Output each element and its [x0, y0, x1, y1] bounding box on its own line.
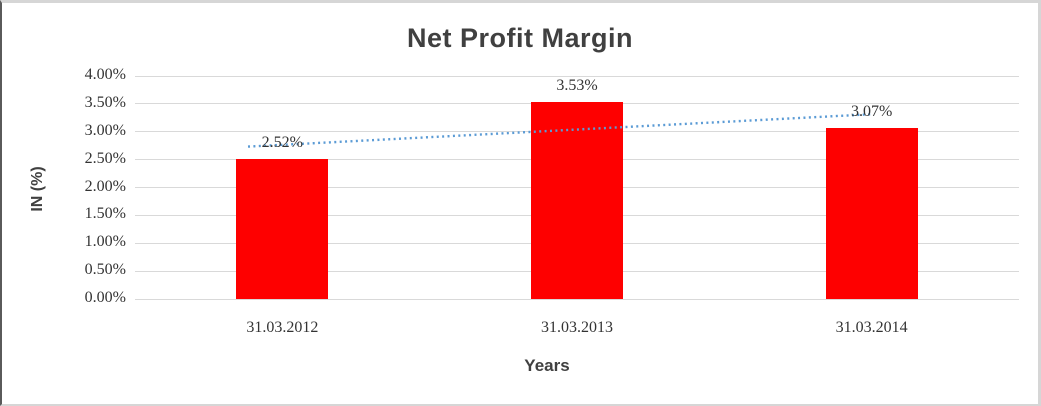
y-axis-tick-label: 3.50% — [84, 93, 126, 111]
data-label: 3.53% — [556, 77, 598, 95]
plot-area: 0.00% 0.50% 1.00% 1.50% 2.00% 2.50% 3.00% 3.50%… — [2, 3, 1038, 404]
x-axis-category-label: 31.03.2013 — [541, 319, 613, 336]
y-axis-tick-label: 1.50% — [84, 205, 126, 223]
chart-title: Net Profit Margin — [406, 23, 633, 53]
y-axis-tick-label: 0.00% — [84, 289, 126, 306]
gridline — [135, 75, 1019, 77]
gridline — [135, 298, 1019, 300]
y-axis-tick-label: 3.00% — [84, 121, 126, 139]
x-axis-category-label: 31.03.2012 — [246, 319, 319, 336]
y-axis-tick-label: 0.50% — [84, 261, 126, 279]
x-axis-title: Years — [524, 356, 570, 375]
data-label: 2.52% — [261, 133, 303, 151]
y-axis-tick-label: 4.00% — [84, 66, 126, 83]
data-label: 3.07% — [850, 102, 893, 120]
y-axis-tick-label: 2.00% — [84, 177, 126, 195]
bar — [531, 102, 623, 299]
y-axis-tick-label: 2.50% — [84, 149, 126, 167]
x-axis-category-label: 31.03.2014 — [835, 319, 908, 336]
y-axis-tick-label: 1.00% — [84, 233, 126, 251]
bar — [236, 158, 329, 299]
bar — [825, 127, 918, 299]
